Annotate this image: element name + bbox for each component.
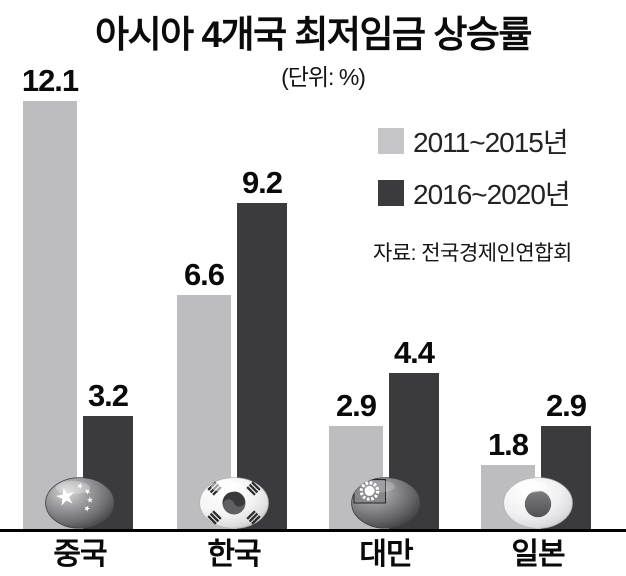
legend-swatch-2016-2020 bbox=[378, 180, 404, 206]
legend-swatch-2011-2015 bbox=[378, 128, 404, 154]
taiwan-flag-icon bbox=[351, 477, 421, 529]
korea-flag-icon bbox=[199, 477, 269, 529]
unit-note: (단위: %) bbox=[281, 64, 366, 90]
legend-item-2011-2015: 2011~2015년 bbox=[378, 126, 570, 158]
value-label: 3.2 bbox=[87, 378, 129, 413]
bar-korea-2016-2020: 9.2 bbox=[237, 167, 287, 529]
x-axis-line bbox=[0, 529, 626, 532]
category-label-china: 중국 bbox=[53, 538, 107, 571]
value-label: 6.6 bbox=[183, 257, 225, 292]
value-label: 9.2 bbox=[241, 165, 283, 200]
value-label: 2.9 bbox=[335, 388, 377, 423]
china-flag-icon bbox=[45, 477, 115, 529]
bar-group-japan: 1.8 2.9 일본 bbox=[481, 0, 591, 570]
value-label: 12.1 bbox=[21, 63, 79, 98]
legend: 2011~2015년 2016~2020년 bbox=[378, 126, 571, 230]
legend-label: 2011~2015년 bbox=[413, 127, 569, 158]
value-label: 2.9 bbox=[545, 388, 587, 423]
value-label: 4.4 bbox=[393, 335, 435, 370]
value-label: 1.8 bbox=[487, 427, 529, 462]
bar-group-taiwan: 2.9 4.4 대 bbox=[329, 0, 439, 570]
category-label-taiwan: 대만 bbox=[359, 538, 413, 571]
bar-china-2011-2015: 12.1 bbox=[22, 65, 79, 529]
bar-group-korea: 6.6 9.2 bbox=[177, 0, 287, 570]
bar-group-china: 12.1 3.2 중국 bbox=[22, 0, 133, 570]
japan-flag-icon bbox=[503, 477, 573, 529]
category-label-japan: 일본 bbox=[511, 538, 565, 571]
legend-label: 2016~2020년 bbox=[413, 179, 571, 210]
source-credit: 자료: 전국경제인연합회 bbox=[373, 242, 572, 265]
legend-item-2016-2020: 2016~2020년 bbox=[378, 178, 571, 210]
category-label-korea: 한국 bbox=[207, 538, 261, 571]
chart-title: 아시아 4개국 최저임금 상승률 bbox=[95, 14, 532, 55]
